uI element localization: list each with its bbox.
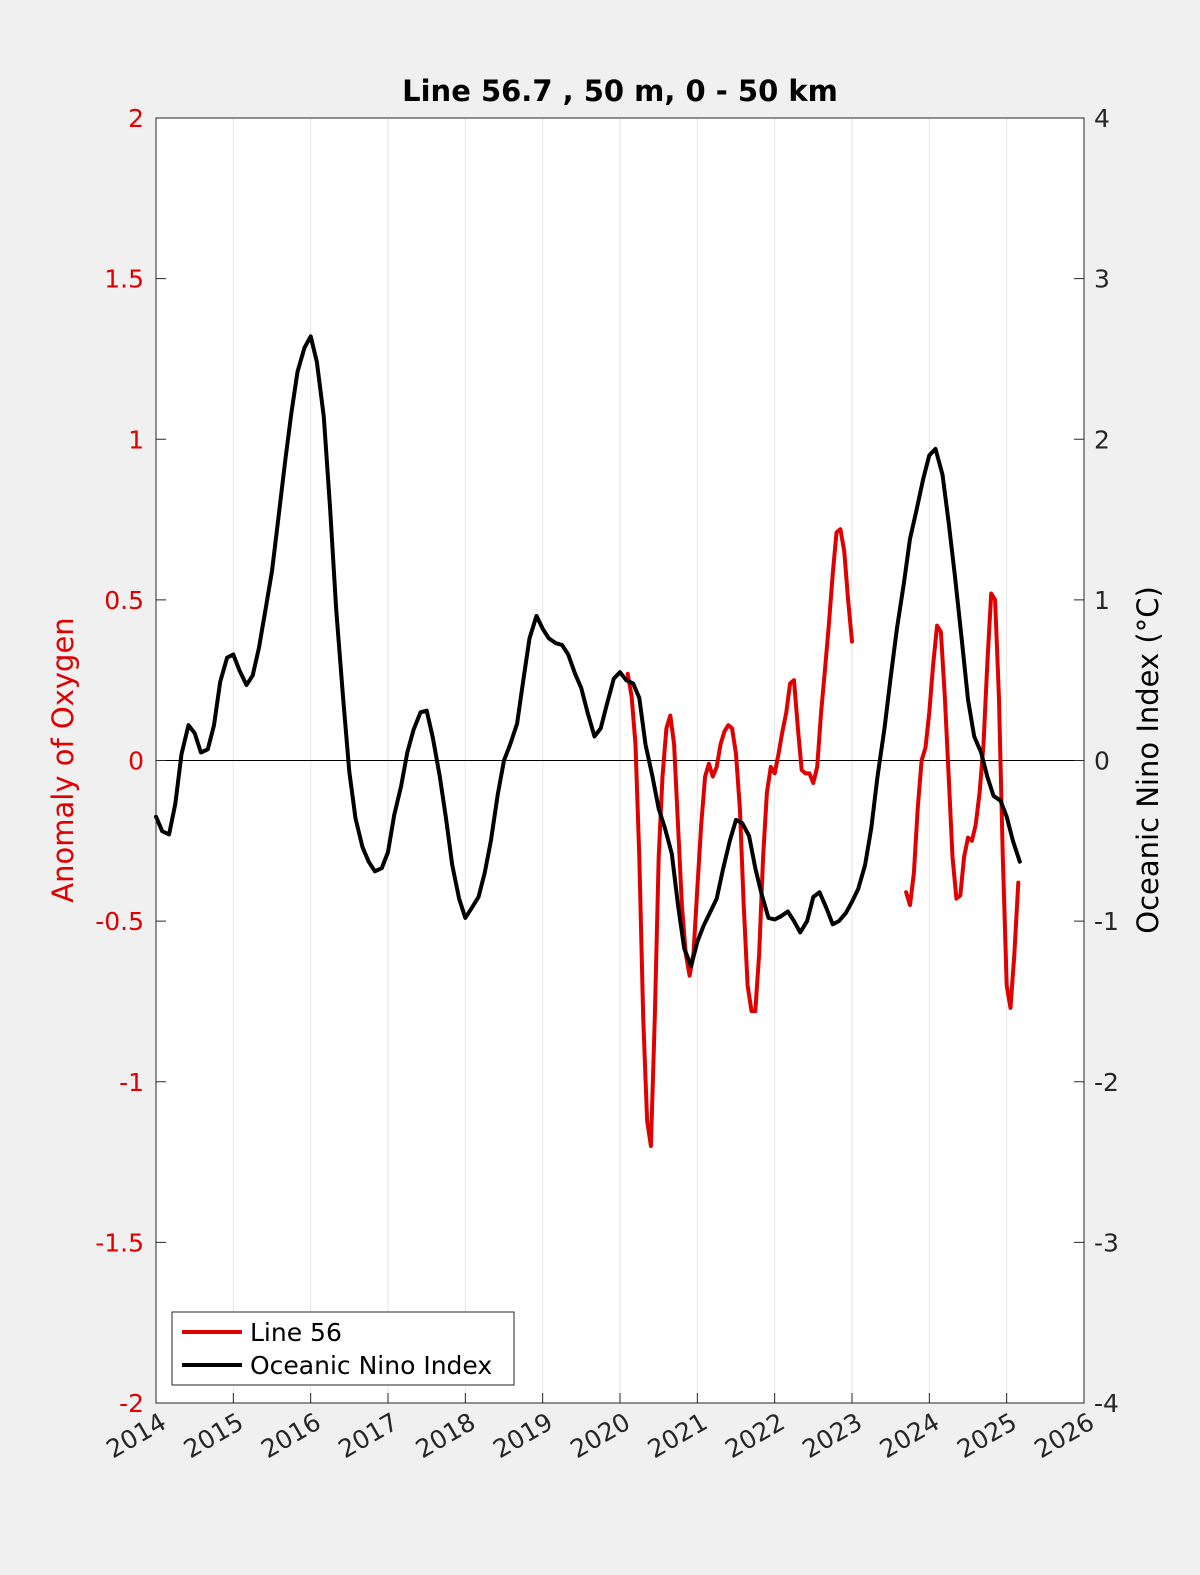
legend-box — [171, 1311, 515, 1386]
legend: Line 56 Oceanic Nino Index — [171, 1311, 515, 1386]
right-axis-ticks: -4 -3 -2 -1 0 1 2 3 4 — [1074, 104, 1119, 1418]
x-tick-label: 2026 — [1029, 1407, 1099, 1464]
left-tick-label: -0.5 — [95, 907, 144, 936]
left-tick-label: -1 — [119, 1068, 144, 1097]
left-tick-label: -1.5 — [95, 1228, 144, 1257]
x-tick-label: 2016 — [256, 1407, 326, 1464]
legend-label-line-56: Line 56 — [250, 1318, 342, 1347]
x-tick-label: 2024 — [875, 1407, 945, 1464]
left-axis-ticks: -2 -1.5 -1 -0.5 0 0.5 1 1.5 2 — [95, 104, 166, 1418]
right-tick-label: -4 — [1094, 1389, 1119, 1418]
line-56-series-segment-0 — [625, 527, 854, 1148]
oni-series-segment-0 — [154, 334, 1022, 969]
left-tick-label: 1.5 — [104, 265, 144, 294]
x-tick-label: 2023 — [797, 1407, 867, 1464]
right-tick-label: 1 — [1094, 586, 1110, 615]
left-tick-label: 0.5 — [104, 586, 144, 615]
x-tick-label: 2017 — [333, 1407, 403, 1464]
right-tick-label: 0 — [1094, 747, 1110, 776]
x-tick-label: 2020 — [565, 1407, 635, 1464]
left-tick-label: 2 — [128, 104, 144, 133]
x-tick-label: 2025 — [952, 1407, 1022, 1464]
x-tick-label: 2019 — [488, 1407, 558, 1464]
chart-title: Line 56.7 , 50 m, 0 - 50 km — [402, 74, 838, 108]
right-tick-label: 3 — [1094, 265, 1110, 294]
left-axis-label: Anomaly of Oxygen — [46, 617, 80, 902]
left-tick-label: 1 — [128, 425, 144, 454]
right-axis-label: Oceanic Nino Index (°C) — [1131, 586, 1165, 934]
x-tick-label: 2015 — [179, 1407, 249, 1464]
x-tick-label: 2022 — [720, 1407, 790, 1464]
right-tick-label: -1 — [1094, 907, 1119, 936]
line-56-series-segment-1 — [904, 591, 1021, 1010]
left-tick-label: -2 — [119, 1389, 144, 1418]
right-tick-label: 4 — [1094, 104, 1110, 133]
right-tick-label: -2 — [1094, 1068, 1119, 1097]
right-tick-label: 2 — [1094, 425, 1110, 454]
x-axis-ticks: 2014 2015 2016 2017 2018 2019 2020 2021 2022 2023… — [101, 1393, 1099, 1464]
series-layer — [154, 334, 1022, 1148]
left-tick-label: 0 — [128, 747, 144, 776]
legend-label-oni: Oceanic Nino Index — [250, 1351, 492, 1380]
x-tick-label: 2018 — [411, 1407, 481, 1464]
x-tick-label: 2021 — [643, 1407, 713, 1464]
right-tick-label: -3 — [1094, 1228, 1119, 1257]
